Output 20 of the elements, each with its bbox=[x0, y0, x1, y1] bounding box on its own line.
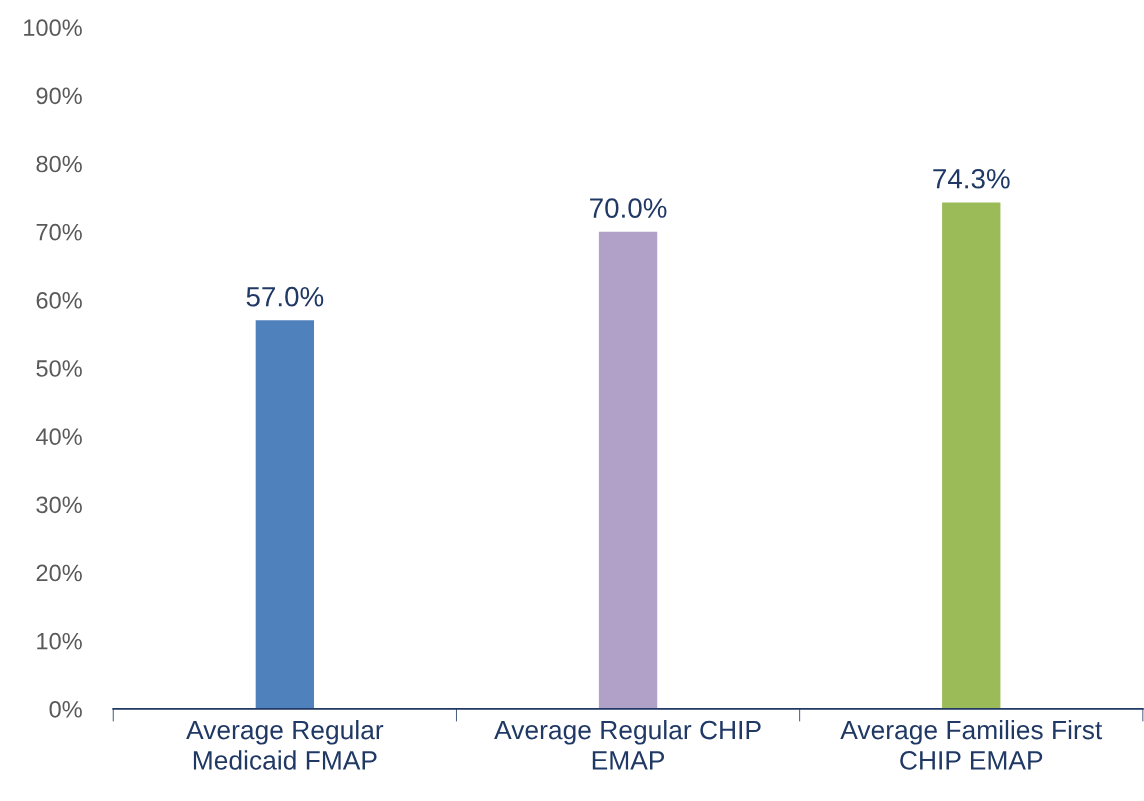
y-tick-label: 30% bbox=[36, 496, 82, 514]
y-tick-label: 20% bbox=[36, 564, 82, 582]
bar bbox=[598, 231, 658, 709]
x-tick-label: Average Families First CHIP EMAP bbox=[840, 720, 1103, 770]
bar bbox=[942, 202, 1001, 709]
y-tick-label: 0% bbox=[49, 700, 82, 718]
y-tick-label: 100% bbox=[24, 19, 82, 37]
bar bbox=[255, 320, 315, 709]
y-tick-label: 10% bbox=[37, 632, 82, 650]
data-label: 74.3% bbox=[933, 168, 1010, 189]
data-label: 57.0% bbox=[246, 286, 324, 307]
x-tick-label: Average Regular Medicaid FMAP bbox=[186, 720, 384, 770]
y-tick-label: 70% bbox=[36, 223, 82, 241]
y-tick-label: 60% bbox=[36, 291, 82, 309]
x-tick-label: Average Regular CHIP EMAP bbox=[494, 720, 761, 770]
y-tick-label: 90% bbox=[36, 87, 82, 105]
data-label: 70.0% bbox=[590, 198, 667, 218]
y-tick-label: 50% bbox=[36, 360, 82, 377]
y-tick-label: 40% bbox=[35, 428, 82, 446]
y-tick-label: 80% bbox=[36, 155, 82, 173]
